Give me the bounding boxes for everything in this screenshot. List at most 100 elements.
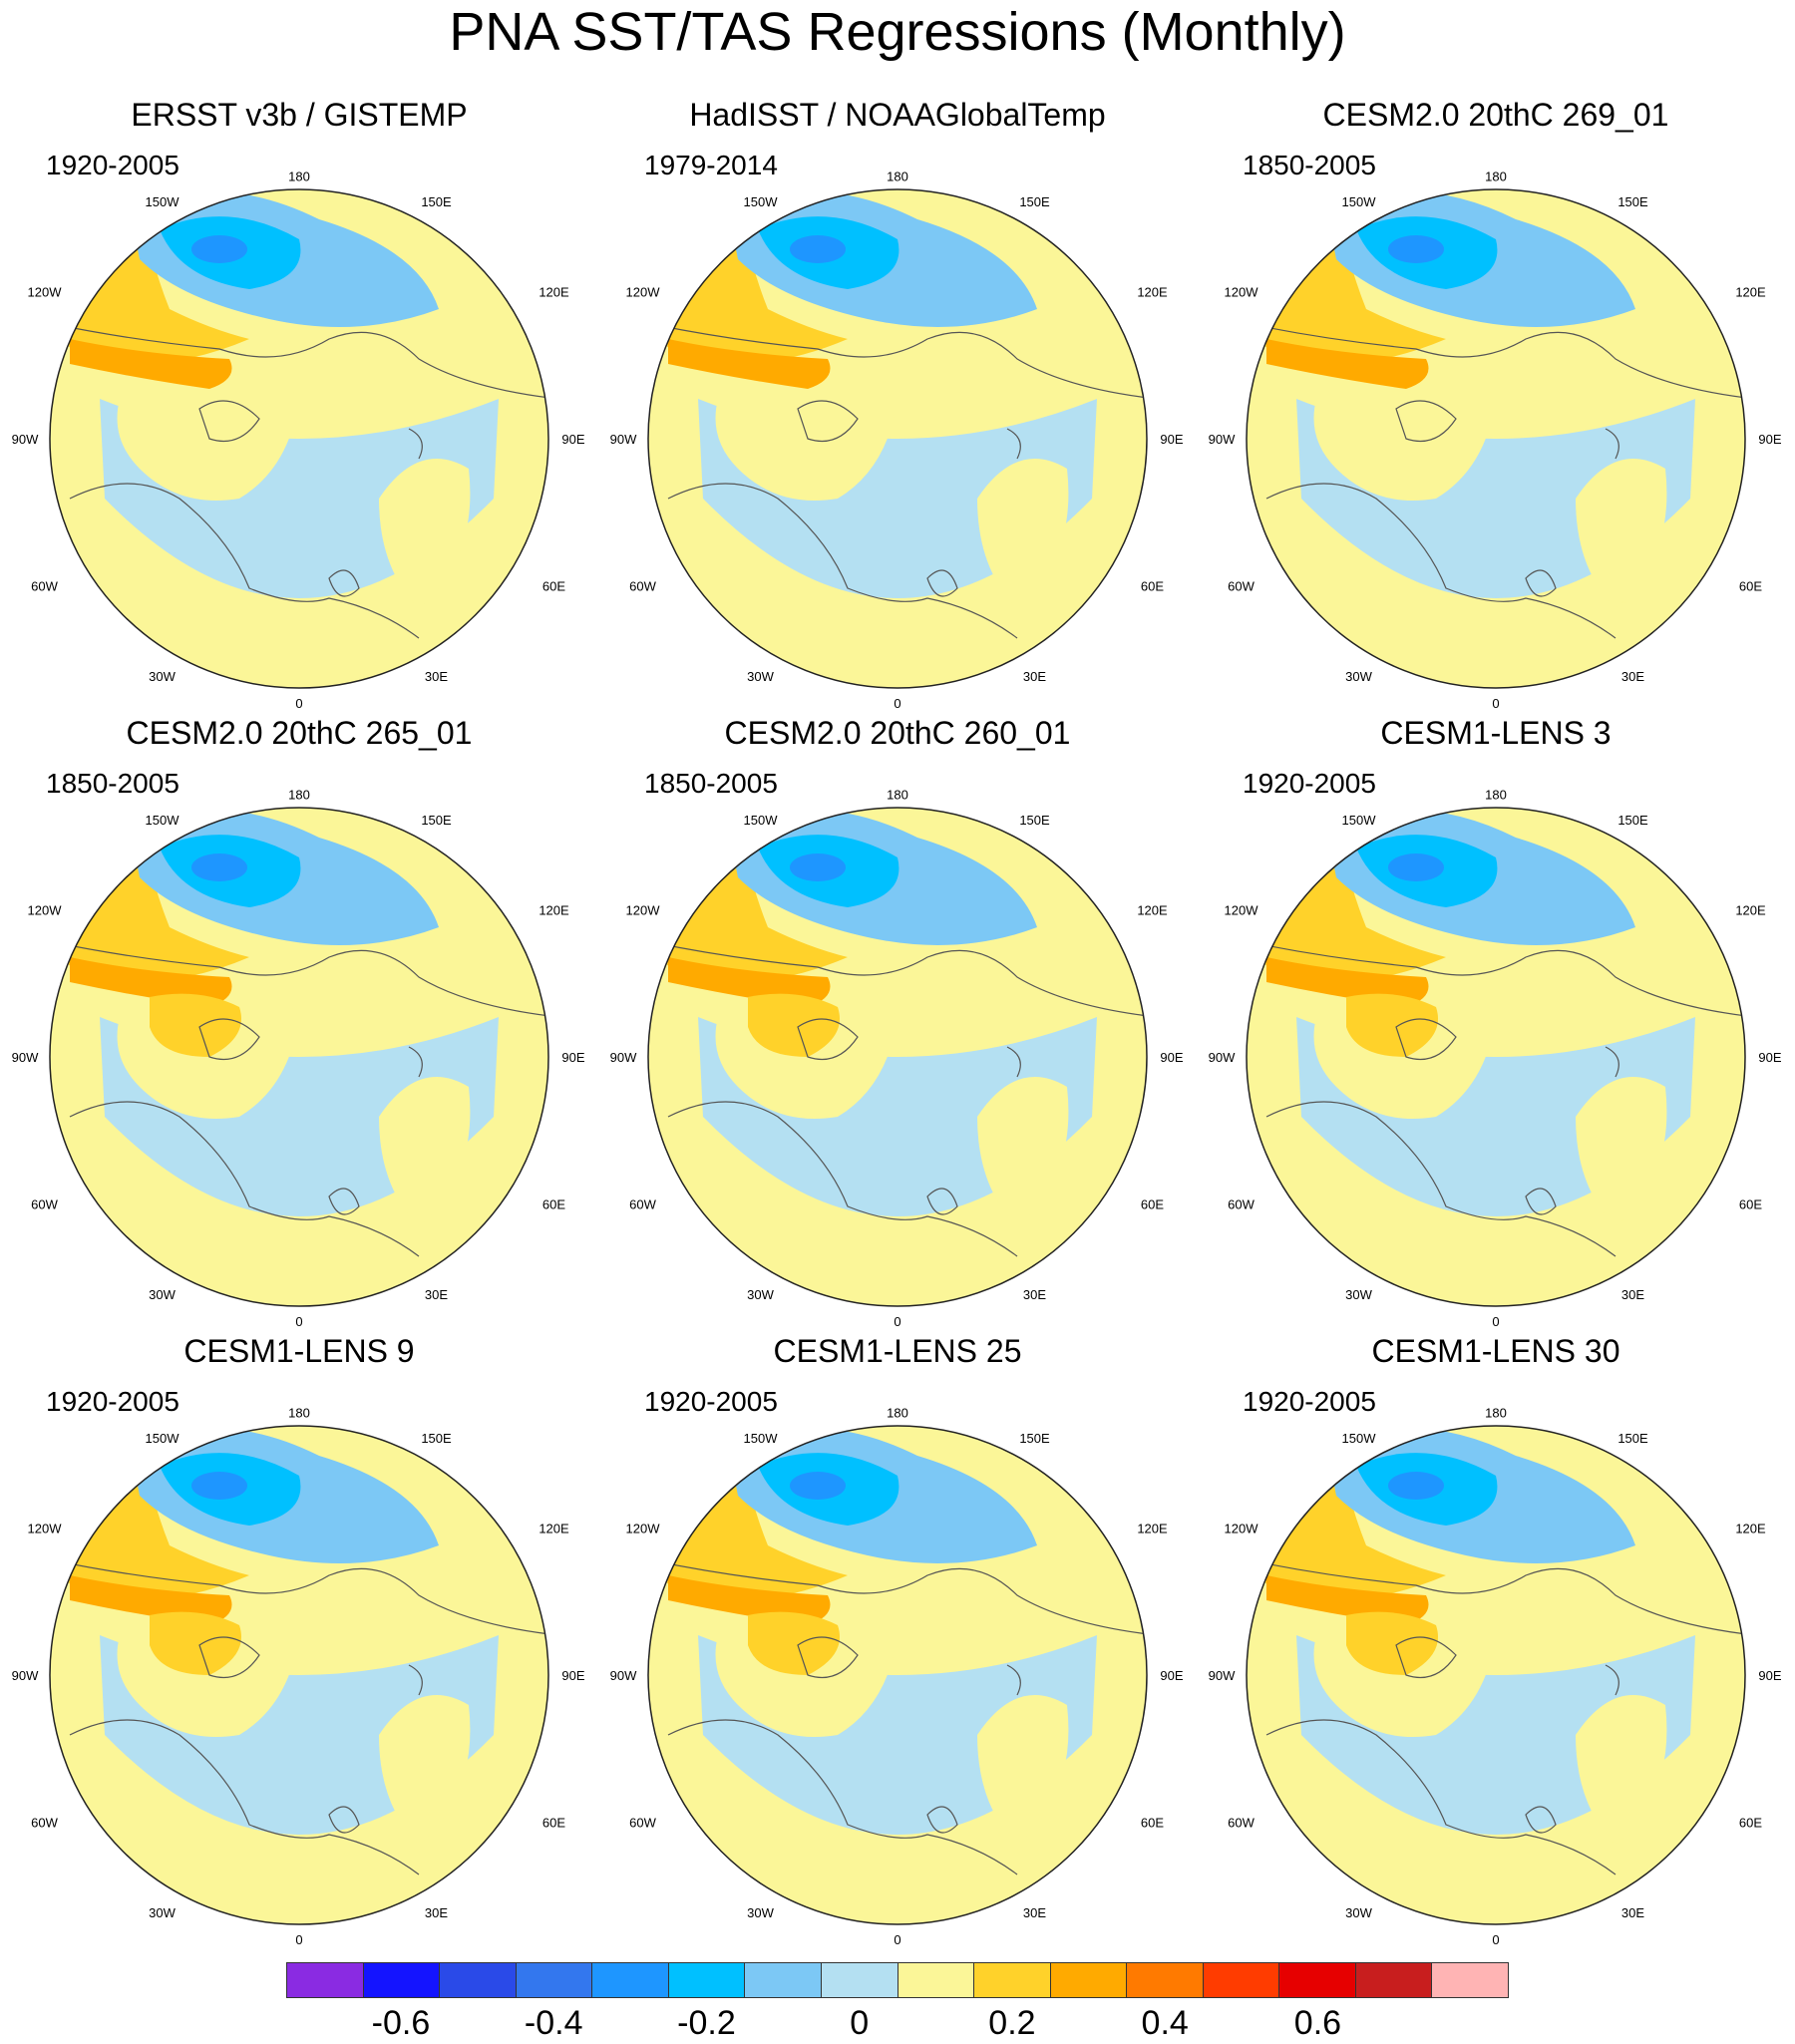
longitude-label: 60W [629, 1197, 656, 1212]
longitude-label: 30W [1345, 1905, 1372, 1920]
map-panel: CESM2.0 20thC 260_01 1850-2005 180 150E 120E… [598, 618, 1197, 1236]
polar-map: 180 150E 120E 90E 60E 30E 0 30W 60W 90W 120W 150W [1197, 1376, 1795, 1984]
longitude-label: 150W [1342, 194, 1377, 209]
longitude-label: 180 [288, 1405, 310, 1420]
longitude-label: 150E [1019, 194, 1050, 209]
longitude-label: 120E [1735, 903, 1766, 918]
longitude-label: 90W [12, 1050, 39, 1065]
longitude-label: 90W [12, 1668, 39, 1683]
longitude-label: 60E [1141, 579, 1164, 594]
north-pacific-core-negative [1388, 1472, 1444, 1500]
north-pacific-core-negative [191, 235, 247, 263]
longitude-label: 90E [1758, 1050, 1781, 1065]
map-panel: HadISST / NOAAGlobalTemp 1979-2014 180 150E… [598, 0, 1197, 618]
longitude-label: 60E [1739, 1816, 1762, 1831]
longitude-label: 60W [31, 1816, 58, 1831]
longitude-label: 120E [1735, 285, 1766, 300]
longitude-label: 90E [1758, 1668, 1781, 1683]
longitude-label: 120E [1735, 1522, 1766, 1536]
longitude-label: 120W [28, 903, 63, 918]
longitude-label: 90W [610, 1668, 637, 1683]
colorbar-tick-label: -0.2 [666, 2004, 746, 2042]
longitude-label: 120W [626, 903, 661, 918]
longitude-label: 150E [1617, 1431, 1648, 1446]
north-pacific-core-negative [1388, 853, 1444, 881]
longitude-label: 180 [1485, 1405, 1507, 1420]
map-panel: CESM1-LENS 3 1920-2005 180 150E 120E 90E 60E 30… [1197, 618, 1795, 1236]
longitude-label: 180 [887, 787, 908, 802]
longitude-label: 90E [1160, 1050, 1183, 1065]
longitude-label: 0 [894, 1932, 900, 1947]
north-pacific-core-negative [790, 1472, 846, 1500]
longitude-label: 180 [887, 1405, 908, 1420]
colorbar-swatch [287, 1963, 363, 1997]
map-panel: CESM2.0 20thC 265_01 1850-2005 180 150E 120E… [0, 618, 598, 1236]
longitude-label: 60E [542, 579, 565, 594]
longitude-label: 60E [1141, 1197, 1164, 1212]
north-pacific-core-negative [790, 853, 846, 881]
colorbar-tick-label: -0.4 [514, 2004, 593, 2042]
longitude-label: 120W [28, 285, 63, 300]
longitude-label: 90W [610, 432, 637, 447]
panel-title: CESM1-LENS 9 [0, 1332, 598, 1370]
longitude-label: 120W [1225, 285, 1259, 300]
longitude-label: 30E [1023, 1905, 1046, 1920]
colorbar-swatch [821, 1963, 898, 1997]
longitude-label: 180 [288, 169, 310, 183]
longitude-label: 60E [1739, 579, 1762, 594]
colorbar-swatch [439, 1963, 516, 1997]
longitude-label: 150W [146, 813, 180, 828]
colorbar-swatch [591, 1963, 668, 1997]
longitude-label: 120E [1137, 903, 1168, 918]
panel-title: HadISST / NOAAGlobalTemp [598, 96, 1197, 134]
longitude-label: 180 [288, 787, 310, 802]
longitude-label: 150E [421, 1431, 452, 1446]
colorbar-swatch [668, 1963, 745, 1997]
longitude-label: 120W [1225, 1522, 1259, 1536]
panel-title: ERSST v3b / GISTEMP [0, 96, 598, 134]
longitude-label: 150E [421, 813, 452, 828]
colorbar-swatch [516, 1963, 592, 1997]
longitude-label: 0 [295, 1932, 302, 1947]
colorbar-swatch [363, 1963, 440, 1997]
colorbar-swatch [973, 1963, 1050, 1997]
longitude-label: 150E [1019, 1431, 1050, 1446]
longitude-label: 120W [1225, 903, 1259, 918]
longitude-label: 90E [561, 1668, 584, 1683]
north-pacific-core-negative [790, 235, 846, 263]
longitude-label: 60E [542, 1197, 565, 1212]
longitude-label: 180 [1485, 787, 1507, 802]
longitude-label: 120E [1137, 1522, 1168, 1536]
longitude-label: 120E [538, 1522, 569, 1536]
longitude-label: 150W [146, 1431, 180, 1446]
colorbar-swatch [1203, 1963, 1279, 1997]
colorbar-swatch [1126, 1963, 1203, 1997]
panel-title: CESM2.0 20thC 269_01 [1197, 96, 1795, 134]
longitude-label: 90W [1209, 1668, 1236, 1683]
longitude-label: 180 [1485, 169, 1507, 183]
panel-title: CESM2.0 20thC 260_01 [598, 714, 1197, 752]
map-panel: CESM1-LENS 9 1920-2005 180 150E 120E 90E 60E 30… [0, 1236, 598, 1855]
longitude-label: 120E [538, 903, 569, 918]
map-panel: CESM1-LENS 30 1920-2005 180 150E 120E 90E 60E 3… [1197, 1236, 1795, 1855]
longitude-label: 90E [1160, 432, 1183, 447]
longitude-label: 150W [1342, 1431, 1377, 1446]
longitude-label: 60E [1739, 1197, 1762, 1212]
longitude-label: 150W [744, 1431, 779, 1446]
longitude-label: 60W [31, 1197, 58, 1212]
colorbar-tick-label: -0.6 [361, 2004, 441, 2042]
polar-map: 180 150E 120E 90E 60E 30E 0 30W 60W 90W 120W 150W [0, 1376, 598, 1984]
longitude-label: 30E [1621, 1905, 1644, 1920]
longitude-label: 150E [1617, 194, 1648, 209]
colorbar-tick-label: 0.6 [1277, 2004, 1357, 2042]
longitude-label: 120W [28, 1522, 63, 1536]
longitude-label: 30W [149, 1905, 176, 1920]
panel-title: CESM1-LENS 3 [1197, 714, 1795, 752]
panel-title: CESM1-LENS 30 [1197, 1332, 1795, 1370]
longitude-label: 90W [12, 432, 39, 447]
map-panel: CESM1-LENS 25 1920-2005 180 150E 120E 90E 60E 3… [598, 1236, 1197, 1855]
colorbar-swatch [1431, 1963, 1508, 1997]
colorbar-swatch [1050, 1963, 1127, 1997]
longitude-label: 60E [542, 1816, 565, 1831]
longitude-label: 60W [1228, 579, 1255, 594]
